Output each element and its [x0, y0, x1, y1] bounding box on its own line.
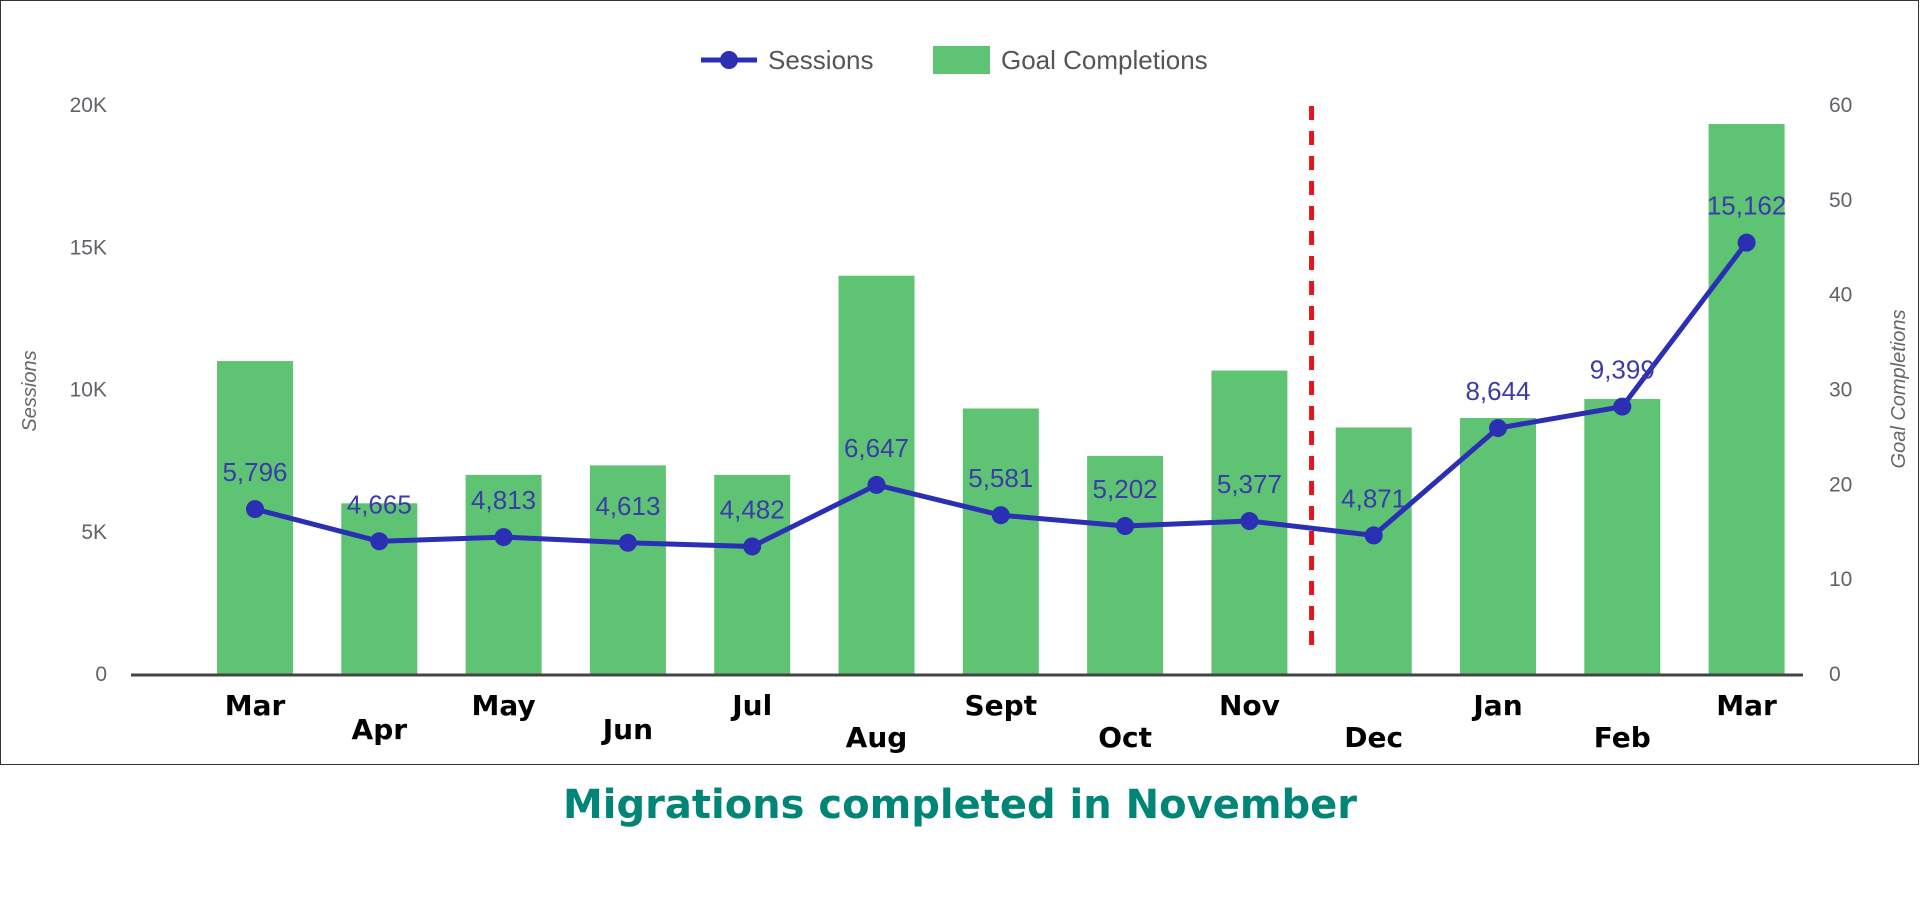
legend: Sessions Goal Completions — [701, 45, 1208, 75]
goal-completions-bar — [341, 503, 418, 674]
goal-completions-bar — [962, 408, 1039, 674]
y-right-tick-label: 10 — [1829, 568, 1852, 591]
sessions-point — [1737, 233, 1756, 252]
x-tick-label: Apr — [352, 713, 408, 746]
sessions-point — [370, 532, 389, 551]
y-right-tick-label: 60 — [1829, 94, 1852, 117]
x-tick-label: Feb — [1594, 721, 1651, 754]
sessions-point — [494, 528, 513, 547]
sessions-points — [246, 233, 1756, 556]
sessions-point — [867, 475, 886, 494]
x-tick-label: Jun — [601, 713, 653, 746]
y-axis-left-title: Sessions — [19, 350, 41, 431]
sessions-point — [1613, 397, 1632, 416]
sessions-data-label: 4,665 — [347, 489, 412, 519]
sessions-point — [618, 533, 637, 552]
x-tick-label: Dec — [1344, 721, 1403, 754]
chart-frame: Sessions Goal Completions Sessions Goal … — [0, 0, 1919, 765]
x-tick-label: Aug — [846, 721, 908, 754]
goal-completions-bar — [465, 474, 542, 674]
sessions-point — [1489, 419, 1507, 438]
x-tick-label: Nov — [1219, 689, 1280, 722]
legend-goal-swatch — [933, 46, 990, 74]
sessions-data-label: 15,162 — [1707, 191, 1787, 221]
sessions-data-label: 4,482 — [720, 494, 785, 524]
y-right-tick-label: 30 — [1829, 379, 1852, 402]
x-axis-month-labels: Mar Apr May Jun Jul Aug Sept Oct Nov Dec Jan Feb Mar — [225, 689, 1777, 754]
goal-completions-bar — [589, 465, 666, 674]
y-left-tick-label: 0 — [95, 663, 107, 686]
x-tick-label: Oct — [1098, 721, 1152, 754]
x-tick-label: Sept — [965, 689, 1038, 722]
sessions-point — [743, 537, 762, 556]
y-right-tick-label: 0 — [1829, 663, 1841, 686]
x-tick-label: Jul — [730, 689, 772, 722]
goal-completions-bars — [217, 123, 1785, 674]
y-left-tick-label: 15K — [70, 236, 107, 259]
sessions-data-label: 5,202 — [1093, 474, 1158, 504]
y-right-tick-label: 20 — [1829, 473, 1852, 496]
sessions-point — [246, 500, 264, 519]
goal-completions-bar — [1708, 123, 1785, 674]
sessions-data-label: 4,871 — [1341, 483, 1406, 513]
goal-completions-bar — [1460, 417, 1536, 674]
sessions-point — [1364, 526, 1383, 545]
y-axis-left-ticks: 0 5K 10K 15K 20K — [70, 94, 107, 686]
sessions-point — [1116, 517, 1135, 536]
goal-completions-bar — [1087, 455, 1164, 674]
y-right-tick-label: 40 — [1829, 284, 1852, 307]
goal-completions-bar — [1584, 398, 1661, 674]
x-tick-label: Jan — [1471, 689, 1522, 722]
y-axis-right-ticks: 0 10 20 30 40 50 60 — [1829, 94, 1852, 686]
y-right-tick-label: 50 — [1829, 189, 1852, 212]
sessions-data-labels: 5,796 4,665 4,813 4,613 4,482 6,647 5,581 5,202… — [222, 191, 1786, 525]
y-left-tick-label: 20K — [70, 94, 107, 117]
sessions-data-label: 8,644 — [1465, 376, 1530, 406]
y-left-tick-label: 10K — [70, 379, 107, 402]
chart-caption: Migrations completed in November — [563, 782, 1357, 828]
x-tick-label: Mar — [225, 689, 286, 722]
x-tick-label: May — [472, 689, 536, 722]
x-tick-label: Mar — [1716, 689, 1777, 722]
sessions-point — [991, 506, 1010, 525]
sessions-data-label: 6,647 — [844, 433, 909, 463]
goal-completions-bar — [838, 275, 915, 674]
combo-chart: Sessions Goal Completions Sessions Goal … — [19, 45, 1910, 754]
sessions-data-label: 4,613 — [595, 491, 660, 521]
sessions-data-label: 5,581 — [968, 463, 1033, 493]
sessions-data-label: 9,399 — [1590, 355, 1655, 385]
sessions-data-label: 4,813 — [471, 485, 536, 515]
sessions-data-label: 5,796 — [222, 457, 287, 487]
y-left-tick-label: 5K — [81, 521, 107, 544]
legend-sessions-marker — [720, 51, 738, 69]
goal-completions-bar — [714, 474, 791, 674]
y-axis-right-title: Goal Completions — [1888, 310, 1910, 469]
sessions-point — [1240, 512, 1259, 531]
goal-completions-bar — [1335, 427, 1412, 674]
legend-sessions-label: Sessions — [768, 45, 874, 75]
legend-goal-label: Goal Completions — [1001, 45, 1208, 75]
sessions-data-label: 5,377 — [1217, 469, 1282, 499]
